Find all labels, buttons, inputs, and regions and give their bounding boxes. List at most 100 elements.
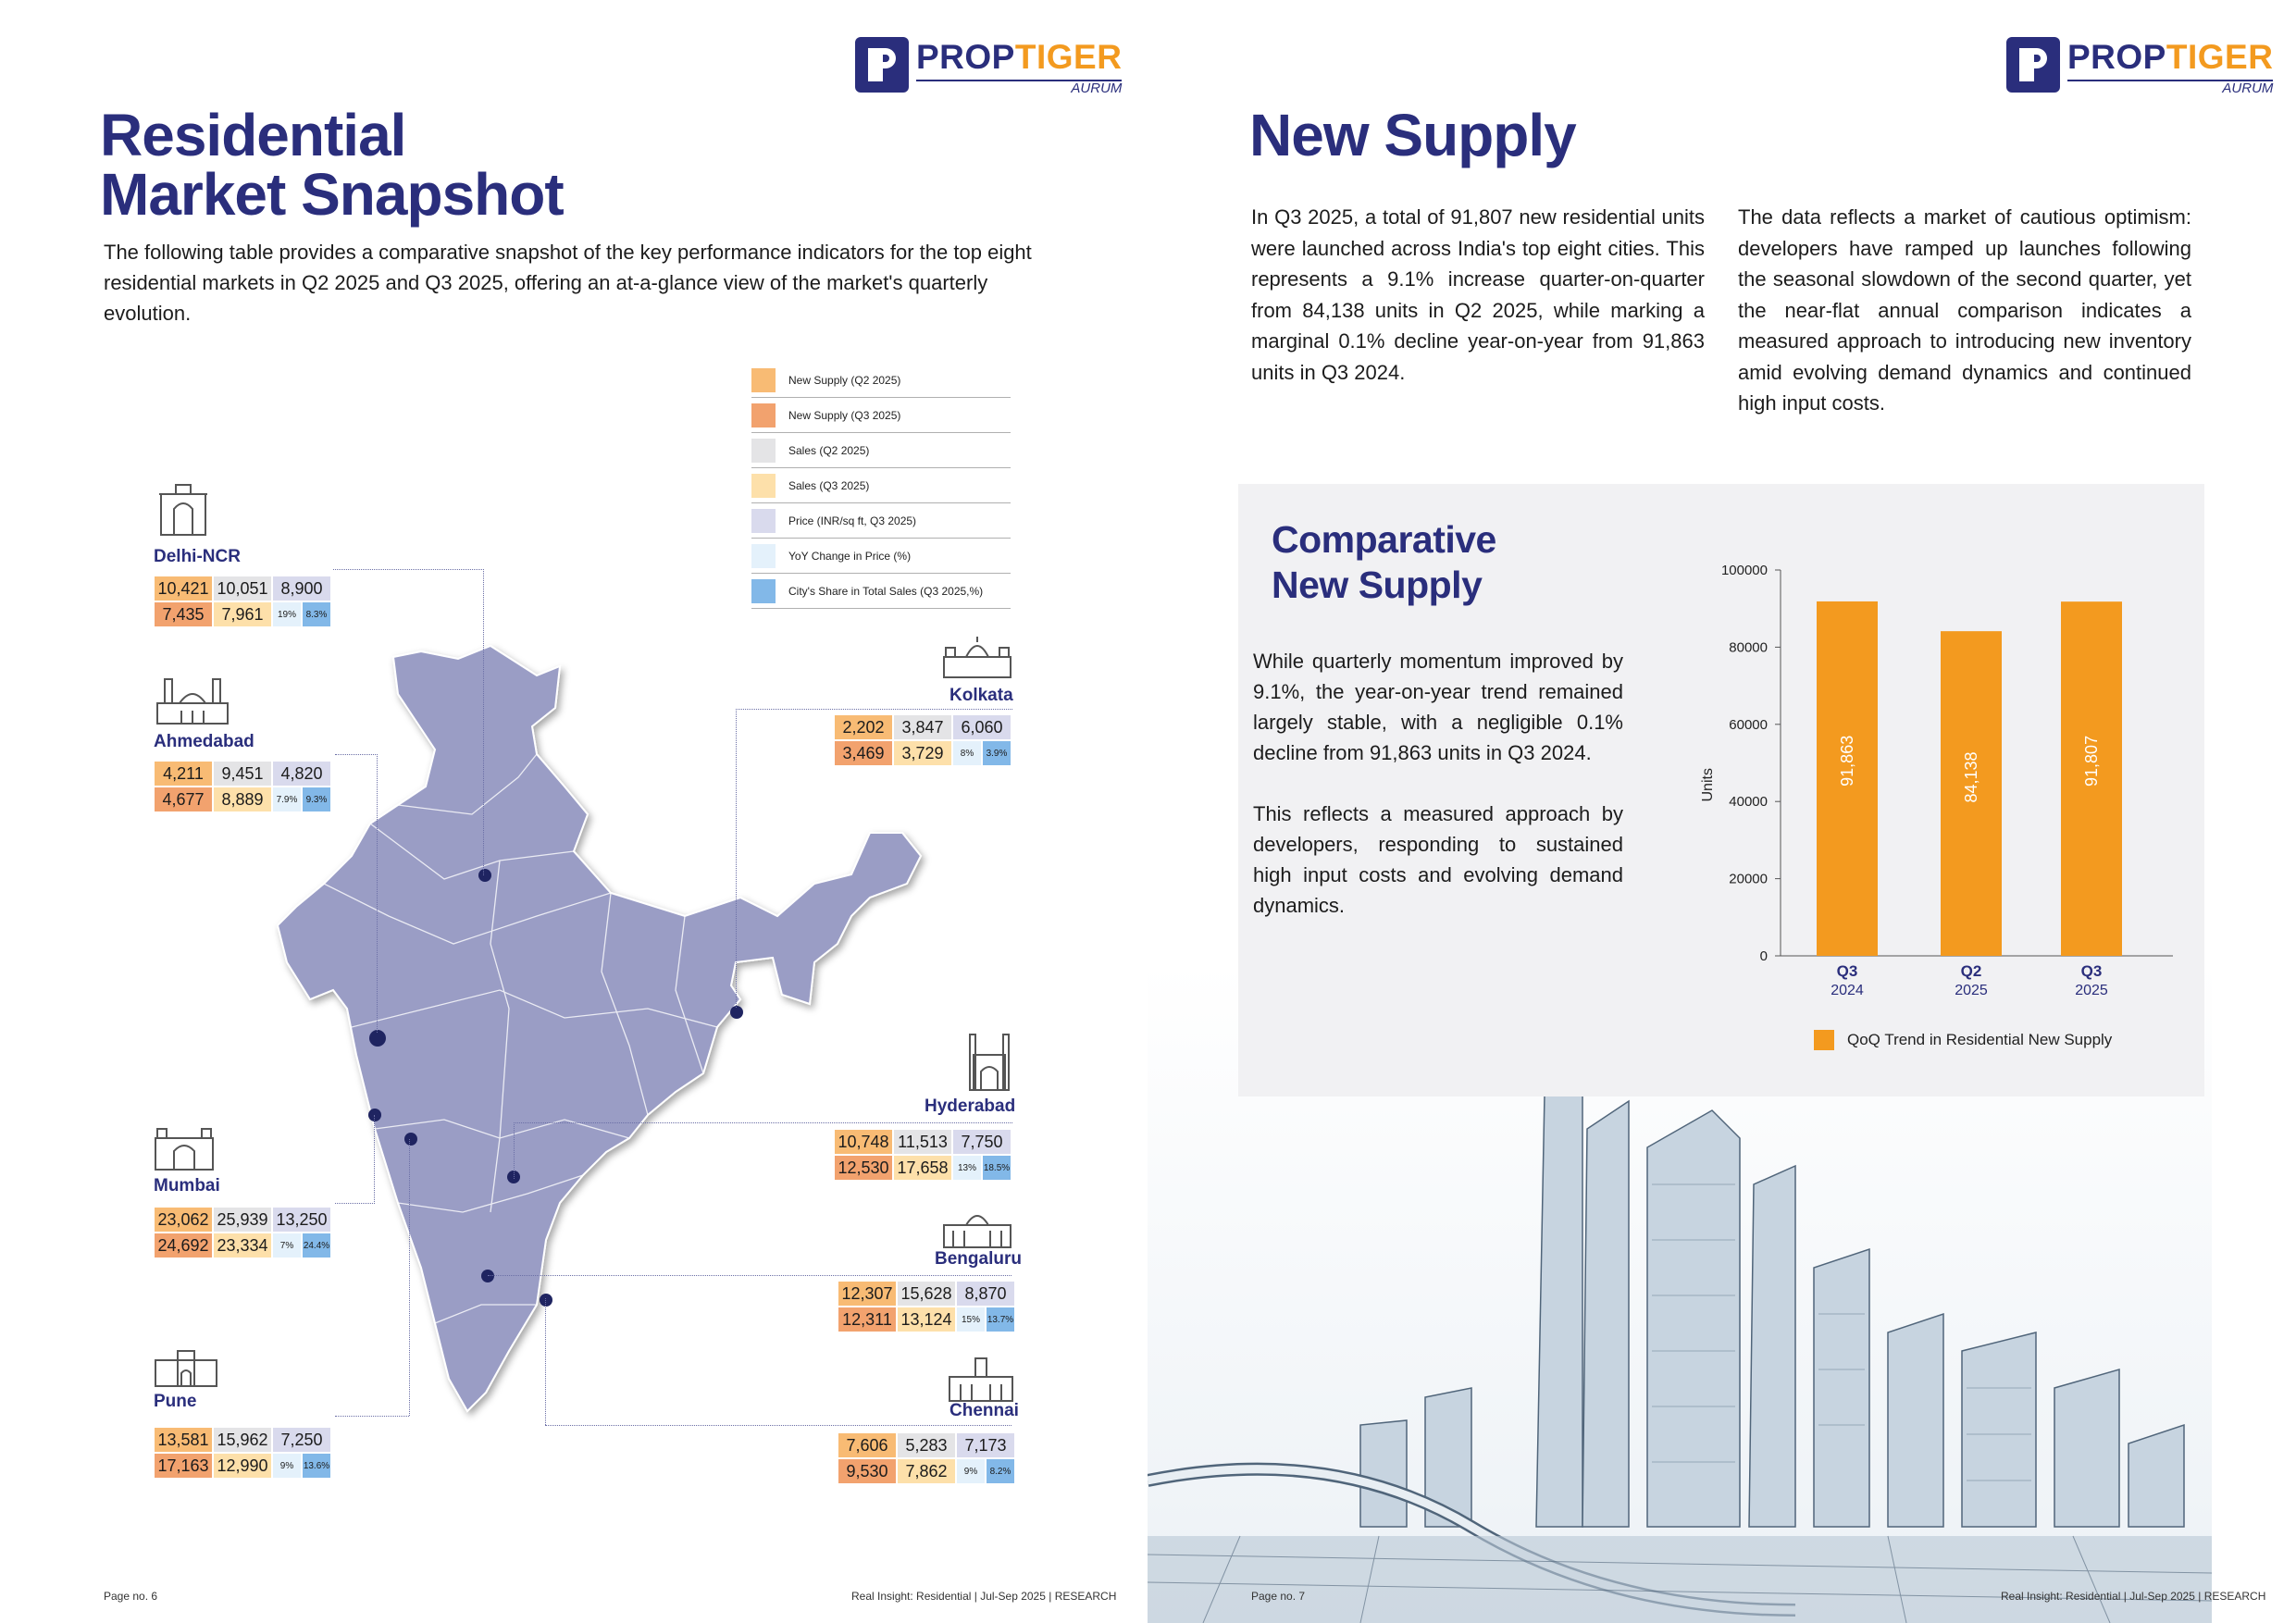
brand-logo-right: PROPTIGER AURUM <box>2006 37 2274 96</box>
bar-0 <box>1817 601 1878 956</box>
cell-sales-q2: 3,847 <box>893 714 952 740</box>
cell-new-supply-q2: 12,307 <box>838 1281 897 1307</box>
page-title-left: Residential Market Snapshot <box>100 102 565 224</box>
footer-right-right: Real Insight: Residential | Jul-Sep 2025… <box>2001 1590 2266 1603</box>
cell-yoy: 8% <box>952 740 982 766</box>
table-delhi: 10,421 10,051 8,900 7,435 7,961 19% 8.3% <box>154 576 331 627</box>
title-line-1: Residential <box>100 102 406 168</box>
connector-ahmedabad <box>335 754 378 1033</box>
cell-share: 8.3% <box>302 601 331 627</box>
cell-new-supply-q2: 10,421 <box>154 576 213 601</box>
cell-sales-q2: 15,628 <box>897 1281 956 1307</box>
cell-new-supply-q3: 9,530 <box>838 1458 897 1484</box>
cell-share: 13.6% <box>302 1453 331 1479</box>
x-tick-sublabel: 2024 <box>1831 983 1864 998</box>
legend-item: New Supply (Q3 2025) <box>751 398 1011 433</box>
connector-chennai-v <box>545 1298 546 1425</box>
legend-swatch <box>751 578 776 603</box>
table-chennai: 7,606 5,283 7,173 9,530 7,862 9% 8.2% <box>838 1432 1015 1484</box>
legend-label: Sales (Q2 2025) <box>788 443 870 457</box>
cell-new-supply-q3: 17,163 <box>154 1453 213 1479</box>
y-tick-label: 80000 <box>1729 639 1768 655</box>
x-tick-sublabel: 2025 <box>1955 983 1988 998</box>
cell-new-supply-q3: 12,311 <box>838 1307 897 1332</box>
cell-yoy: 13% <box>952 1155 982 1181</box>
connector-pune-h <box>335 1416 409 1417</box>
cell-sales-q3: 7,862 <box>897 1458 956 1484</box>
legend-label: YoY Change in Price (%) <box>788 549 912 563</box>
x-tick-label: Q3 <box>1837 962 1858 980</box>
chart-legend-swatch <box>1814 1030 1834 1050</box>
city-name-mumbai: Mumbai <box>154 1176 220 1196</box>
cell-sales-q3: 23,334 <box>213 1233 272 1258</box>
y-tick-label: 100000 <box>1721 563 1768 578</box>
logo-mark-icon <box>2006 37 2060 93</box>
cell-sales-q2: 15,962 <box>213 1427 272 1453</box>
bar-2 <box>2061 601 2122 956</box>
cell-sales-q2: 25,939 <box>213 1207 272 1233</box>
city-name-ahmedabad: Ahmedabad <box>154 732 254 751</box>
bar-value-label: 91,863 <box>1838 736 1856 787</box>
logo-text-tiger: TIGER <box>2166 38 2274 76</box>
chennai-central-icon <box>949 1357 1013 1402</box>
india-map <box>276 644 923 1413</box>
bar-value-label: 84,138 <box>1962 751 1980 802</box>
cell-yoy: 7.9% <box>272 787 302 812</box>
city-name-delhi: Delhi-NCR <box>154 547 241 566</box>
connector-mumbai <box>335 1115 375 1204</box>
cell-share: 13.7% <box>986 1307 1015 1332</box>
victoria-memorial-icon <box>943 637 1011 678</box>
intro-paragraph: The following table provides a comparati… <box>104 241 1032 325</box>
bar-value-label: 91,807 <box>2082 736 2101 787</box>
ahmedabad-monument-icon <box>156 678 229 725</box>
legend-swatch <box>751 367 776 392</box>
y-tick-label: 60000 <box>1729 717 1768 733</box>
legend-item: New Supply (Q2 2025) <box>751 363 1011 398</box>
cell-new-supply-q2: 7,606 <box>838 1432 897 1458</box>
cell-yoy: 7% <box>272 1233 302 1258</box>
legend-item: Price (INR/sq ft, Q3 2025) <box>751 503 1011 539</box>
legend-item: City's Share in Total Sales (Q3 2025,%) <box>751 574 1011 609</box>
cell-price: 8,900 <box>272 576 331 601</box>
cell-price: 7,250 <box>272 1427 331 1453</box>
city-name-hyderabad: Hyderabad <box>925 1096 1016 1116</box>
table-ahmedabad: 4,211 9,451 4,820 4,677 8,889 7.9% 9.3% <box>154 761 331 812</box>
cell-yoy: 9% <box>272 1453 302 1479</box>
page-title-right: New Supply <box>1249 102 1577 168</box>
y-tick-label: 40000 <box>1729 794 1768 810</box>
cell-new-supply-q2: 10,748 <box>834 1129 893 1155</box>
panel-title: Comparative New Supply <box>1272 517 1496 608</box>
cell-price: 7,173 <box>956 1432 1015 1458</box>
connector-hyderabad <box>514 1122 1012 1179</box>
cell-price: 8,870 <box>956 1281 1015 1307</box>
table-bengaluru: 12,307 15,628 8,870 12,311 13,124 15% 13.… <box>838 1281 1015 1332</box>
connector-kolkata <box>736 709 1012 1008</box>
cell-price: 6,060 <box>952 714 1011 740</box>
pin-ahmedabad <box>369 1030 386 1047</box>
new-supply-paragraph-2: The data reflects a market of cautious o… <box>1738 205 2191 415</box>
city-name-pune: Pune <box>154 1392 197 1411</box>
pin-bengaluru <box>481 1270 494 1282</box>
cell-new-supply-q2: 23,062 <box>154 1207 213 1233</box>
chart-legend: QoQ Trend in Residential New Supply <box>1814 1030 2112 1050</box>
panel-paragraph-1: While quarterly momentum improved by 9.1… <box>1253 650 1623 764</box>
cell-share: 24.4% <box>302 1233 331 1258</box>
logo-text-prop: PROP <box>916 38 1015 76</box>
comparative-new-supply-panel: Comparative New Supply While quarterly mo… <box>1238 484 2204 1096</box>
y-tick-label: 0 <box>1760 948 1768 964</box>
cell-new-supply-q2: 2,202 <box>834 714 893 740</box>
connector-chennai-h <box>545 1425 1011 1426</box>
cell-sales-q3: 3,729 <box>893 740 952 766</box>
legend-label: Sales (Q3 2025) <box>788 478 870 492</box>
logo-text-tiger: TIGER <box>1014 38 1123 76</box>
city-name-chennai: Chennai <box>949 1401 1019 1420</box>
legend-label: City's Share in Total Sales (Q3 2025,%) <box>788 584 984 598</box>
title-line-2: Market Snapshot <box>100 161 565 228</box>
cell-share: 9.3% <box>302 787 331 812</box>
brand-logo: PROPTIGER AURUM <box>855 37 1123 96</box>
cell-yoy: 9% <box>956 1458 986 1484</box>
y-axis-label: Units <box>1700 768 1716 801</box>
legend: New Supply (Q2 2025) New Supply (Q3 2025… <box>751 363 1011 609</box>
cell-sales-q3: 13,124 <box>897 1307 956 1332</box>
cell-share: 3.9% <box>982 740 1011 766</box>
